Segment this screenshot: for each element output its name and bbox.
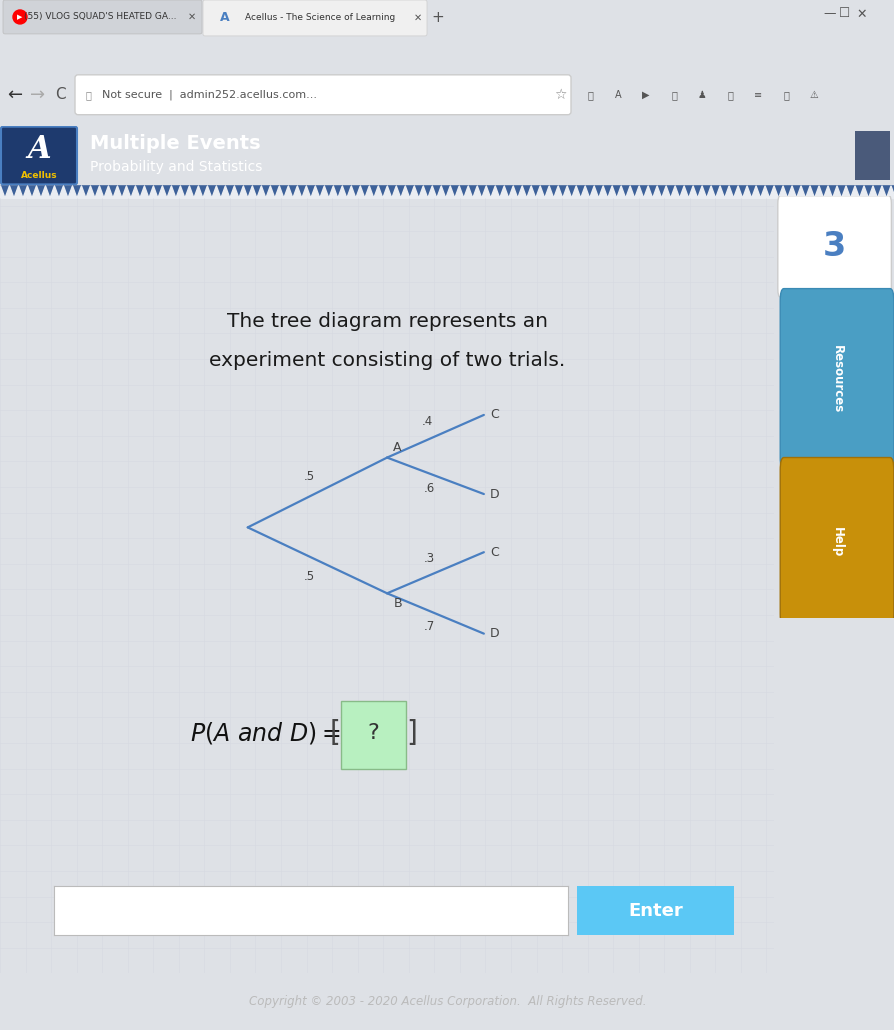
Text: ≡: ≡ — [753, 90, 761, 100]
FancyBboxPatch shape — [780, 288, 893, 470]
Text: ?: ? — [367, 723, 379, 743]
Text: D: D — [490, 487, 499, 501]
FancyBboxPatch shape — [341, 701, 406, 769]
Text: ✕: ✕ — [188, 12, 196, 22]
Text: (55) VLOG SQUAD'S HEATED GA...: (55) VLOG SQUAD'S HEATED GA... — [24, 12, 176, 22]
Text: .5: .5 — [304, 470, 315, 483]
Text: .4: .4 — [422, 415, 433, 428]
Text: Acellus: Acellus — [21, 171, 57, 180]
FancyBboxPatch shape — [777, 196, 890, 297]
Text: ←: ← — [7, 85, 22, 104]
FancyBboxPatch shape — [567, 883, 743, 938]
Text: ▶: ▶ — [642, 90, 649, 100]
FancyBboxPatch shape — [1, 127, 77, 184]
Text: ⚠: ⚠ — [809, 90, 817, 100]
Text: experiment consisting of two trials.: experiment consisting of two trials. — [208, 351, 565, 370]
Text: ⬛: ⬛ — [670, 90, 676, 100]
Text: ☐: ☐ — [839, 7, 849, 21]
Text: 🔧: 🔧 — [726, 90, 732, 100]
Text: ▶: ▶ — [17, 14, 22, 20]
Text: 3: 3 — [822, 230, 845, 263]
Text: ☆: ☆ — [553, 88, 566, 102]
Text: Multiple Events: Multiple Events — [90, 134, 260, 153]
FancyBboxPatch shape — [780, 457, 893, 626]
Text: Not secure  |  admin252.acellus.com...: Not secure | admin252.acellus.com... — [102, 90, 316, 100]
Text: Enter: Enter — [628, 901, 682, 920]
Text: A: A — [614, 90, 620, 100]
Text: .6: .6 — [423, 482, 434, 495]
Text: C: C — [490, 409, 498, 421]
Text: ]: ] — [406, 719, 417, 747]
Text: Help: Help — [830, 527, 842, 557]
Text: [: [ — [329, 719, 341, 747]
Text: .3: .3 — [423, 552, 434, 565]
Text: 🔒: 🔒 — [86, 90, 92, 100]
Text: A: A — [392, 441, 401, 453]
Text: 🎤: 🎤 — [586, 90, 592, 100]
Text: C: C — [55, 88, 65, 102]
Text: ✕: ✕ — [856, 7, 866, 21]
Circle shape — [13, 10, 27, 24]
Text: D: D — [490, 627, 499, 640]
Text: A: A — [220, 11, 230, 25]
Text: Acellus - The Science of Learning: Acellus - The Science of Learning — [245, 13, 394, 23]
Text: .7: .7 — [423, 620, 434, 632]
Text: B: B — [392, 597, 401, 610]
FancyBboxPatch shape — [3, 0, 202, 34]
FancyBboxPatch shape — [203, 0, 426, 36]
Text: →: → — [30, 85, 46, 104]
Text: Probability and Statistics: Probability and Statistics — [90, 161, 262, 174]
Bar — [854, 131, 889, 180]
Text: —: — — [822, 7, 835, 21]
Text: C: C — [490, 546, 498, 558]
Text: Copyright © 2003 - 2020 Acellus Corporation.  All Rights Reserved.: Copyright © 2003 - 2020 Acellus Corporat… — [249, 995, 645, 1008]
Text: 👤: 👤 — [782, 90, 788, 100]
Text: The tree diagram represents an: The tree diagram represents an — [226, 312, 547, 332]
Text: ♟: ♟ — [696, 90, 705, 100]
Text: +: + — [431, 10, 444, 26]
Text: A: A — [27, 134, 51, 165]
Text: $P(A\ and\ D) = $: $P(A\ and\ D) = $ — [190, 720, 341, 746]
FancyBboxPatch shape — [75, 75, 570, 114]
Text: .5: .5 — [304, 570, 315, 583]
Text: ✕: ✕ — [413, 13, 422, 23]
Text: Resources: Resources — [830, 345, 842, 413]
